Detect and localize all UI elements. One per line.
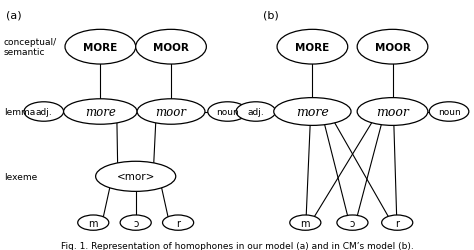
- Text: m: m: [89, 218, 98, 228]
- Text: conceptual/
semantic: conceptual/ semantic: [4, 38, 57, 57]
- Text: (b): (b): [263, 10, 279, 20]
- Text: <mor>: <mor>: [117, 172, 155, 181]
- Text: MORE: MORE: [83, 42, 118, 52]
- Text: r: r: [395, 218, 399, 228]
- Ellipse shape: [78, 215, 109, 230]
- Ellipse shape: [64, 100, 137, 125]
- Text: MOOR: MOOR: [153, 42, 189, 52]
- Text: moor: moor: [155, 106, 187, 118]
- Ellipse shape: [337, 215, 368, 230]
- Text: moor: moor: [376, 106, 409, 118]
- Text: lemma: lemma: [4, 108, 35, 116]
- Text: lexeme: lexeme: [4, 172, 37, 181]
- Ellipse shape: [96, 162, 176, 192]
- Text: more: more: [85, 106, 116, 118]
- Text: MORE: MORE: [295, 42, 329, 52]
- Ellipse shape: [357, 98, 428, 126]
- Text: ɔ: ɔ: [350, 218, 355, 228]
- Ellipse shape: [120, 215, 151, 230]
- Ellipse shape: [290, 215, 321, 230]
- Text: noun: noun: [216, 108, 239, 116]
- Ellipse shape: [65, 30, 136, 65]
- Ellipse shape: [357, 30, 428, 65]
- Ellipse shape: [277, 30, 348, 65]
- Text: Fig. 1. Representation of homophones in our model (a) and in CM’s model (b).: Fig. 1. Representation of homophones in …: [61, 241, 413, 250]
- Text: ɔ: ɔ: [133, 218, 138, 228]
- Text: m: m: [301, 218, 310, 228]
- Text: more: more: [296, 106, 329, 118]
- Ellipse shape: [137, 100, 205, 125]
- Ellipse shape: [236, 102, 276, 122]
- Ellipse shape: [208, 102, 247, 122]
- Ellipse shape: [429, 102, 469, 122]
- Text: noun: noun: [438, 108, 460, 116]
- Text: MOOR: MOOR: [374, 42, 410, 52]
- Ellipse shape: [274, 98, 351, 126]
- Text: (a): (a): [6, 10, 22, 20]
- Text: adj.: adj.: [247, 108, 264, 116]
- Ellipse shape: [136, 30, 206, 65]
- Ellipse shape: [24, 102, 64, 122]
- Text: adj.: adj.: [36, 108, 52, 116]
- Text: r: r: [176, 218, 180, 228]
- Ellipse shape: [163, 215, 194, 230]
- Ellipse shape: [382, 215, 413, 230]
